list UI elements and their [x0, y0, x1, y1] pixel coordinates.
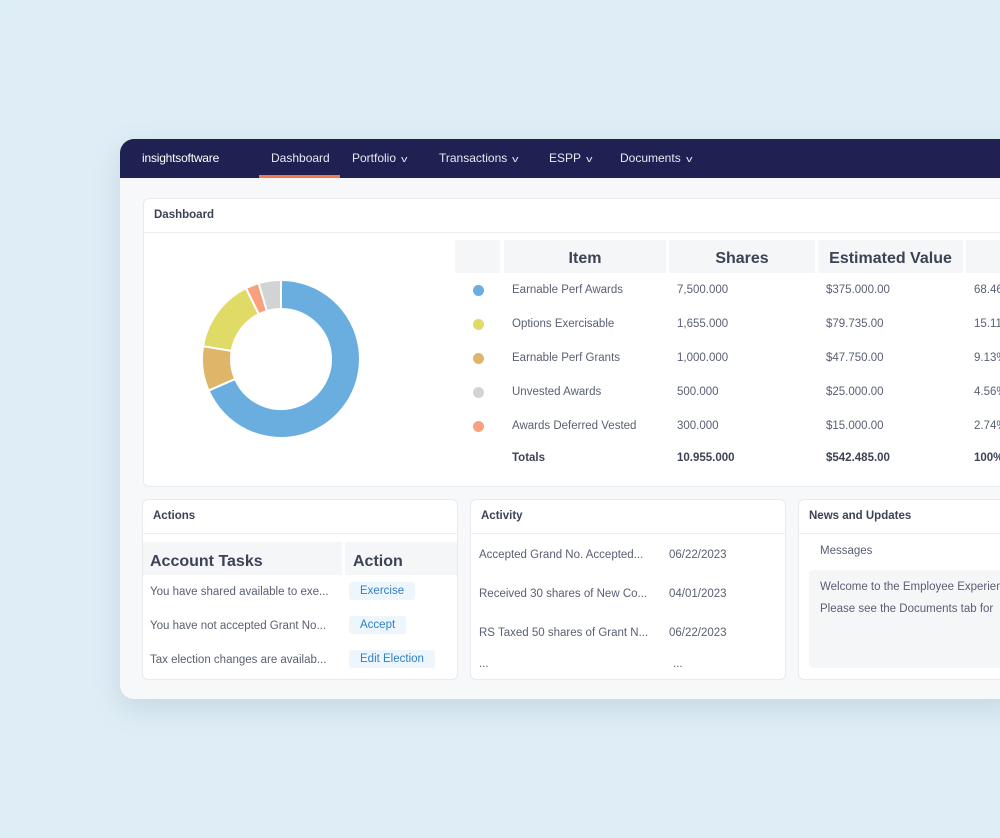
- messages-box: Welcome to the Employee Experience Pleas…: [809, 570, 1000, 668]
- donut-slice: [257, 278, 282, 313]
- top-nav: insightsoftware Dashboard Portfolio v Tra…: [120, 139, 1000, 178]
- row-value: $47.750.00: [826, 352, 884, 364]
- legend-dot: [473, 319, 484, 330]
- activity-text: RS Taxed 50 shares of Grant N...: [479, 627, 649, 639]
- legend-dot: [473, 353, 484, 364]
- row-pct: 9.13%: [974, 352, 1000, 364]
- card-title: Dashboard: [144, 199, 1000, 233]
- chevron-down-icon: v: [512, 154, 519, 164]
- totals-value: $542.485.00: [826, 452, 890, 464]
- nav-espp[interactable]: ESPP v: [549, 151, 593, 165]
- row-value: $79.735.00: [826, 318, 884, 330]
- chevron-down-icon: v: [401, 154, 408, 164]
- row-value: $25.000.00: [826, 386, 884, 398]
- totals-shares: 10.955.000: [677, 452, 735, 464]
- row-shares: 7,500.000: [677, 284, 729, 296]
- activity-date: 06/22/2023: [669, 627, 727, 639]
- row-pct: 4.56%: [974, 386, 1000, 398]
- message-line: Please see the Documents tab for: [820, 603, 994, 615]
- row-pct: 15.11%: [974, 318, 1000, 330]
- row-item: Options Exercisable: [512, 318, 615, 330]
- totals-label: Totals: [512, 452, 546, 464]
- row-shares: 1,000.000: [677, 352, 729, 364]
- activity-date: 04/01/2023: [669, 588, 727, 600]
- row-item: Earnable Perf Awards: [512, 284, 624, 296]
- legend-dot: [473, 285, 484, 296]
- card-title: Actions: [143, 500, 457, 534]
- actions-card: Actions Account Tasks Action You have sh…: [142, 499, 458, 680]
- donut-slice: [207, 278, 361, 439]
- row-value: $375.000.00: [826, 284, 890, 296]
- row-pct: 2.74%: [974, 420, 1000, 432]
- messages-tab[interactable]: Messages: [820, 545, 873, 557]
- nav-transactions[interactable]: Transactions v: [439, 151, 519, 165]
- activity-text: ...: [479, 658, 489, 670]
- col-header-dot: [455, 240, 500, 273]
- activity-card: Activity Accepted Grand No. Accepted... …: [470, 499, 786, 680]
- row-shares: 300.000: [677, 420, 719, 432]
- action-button[interactable]: Exercise: [349, 582, 416, 600]
- activity-date: 06/22/2023: [669, 549, 727, 561]
- card-title: News and Updates: [799, 500, 1000, 534]
- row-pct: 68.46%: [974, 284, 1000, 296]
- news-card: News and Updates Messages Welcome to the…: [798, 499, 1000, 680]
- totals-pct: 100%: [974, 452, 1000, 464]
- active-tab-indicator: [259, 175, 340, 178]
- row-item: Awards Deferred Vested: [512, 420, 637, 432]
- row-item: Unvested Awards: [512, 386, 602, 398]
- card-title: Activity: [471, 500, 785, 534]
- dashboard-card: Dashboard Item Shares Estimated Value Ea…: [143, 198, 1000, 487]
- col-header-item: Item: [504, 240, 666, 273]
- task-text: You have shared available to exe...: [150, 586, 329, 598]
- chevron-down-icon: v: [586, 154, 593, 164]
- row-shares: 500.000: [677, 386, 719, 398]
- activity-date: ...: [673, 658, 683, 670]
- message-line: Welcome to the Employee Experience: [820, 581, 1000, 593]
- legend-dot: [473, 387, 484, 398]
- task-text: Tax election changes are availab...: [150, 654, 327, 666]
- legend-dot: [473, 421, 484, 432]
- action-button[interactable]: Accept: [349, 616, 407, 634]
- donut-chart: [201, 278, 361, 439]
- app-window: insightsoftware Dashboard Portfolio v Tra…: [120, 139, 1000, 699]
- nav-dashboard[interactable]: Dashboard: [271, 151, 330, 165]
- col-header-tasks: Account Tasks: [143, 542, 342, 575]
- activity-text: Accepted Grand No. Accepted...: [479, 549, 644, 561]
- chevron-down-icon: v: [685, 154, 693, 164]
- logo: insightsoftware: [142, 151, 220, 165]
- activity-text: Received 30 shares of New Co...: [479, 588, 648, 600]
- nav-portfolio[interactable]: Portfolio v: [352, 151, 408, 165]
- col-header-shares: Shares: [669, 240, 815, 273]
- task-text: You have not accepted Grant No...: [150, 620, 327, 632]
- col-header-value: Estimated Value: [818, 240, 963, 273]
- row-shares: 1,655.000: [677, 318, 729, 330]
- row-item: Earnable Perf Grants: [512, 352, 621, 364]
- action-button[interactable]: Edit Election: [349, 650, 435, 668]
- col-header-pct: [966, 240, 1000, 273]
- row-value: $15.000.00: [826, 420, 884, 432]
- col-header-action: Action: [345, 542, 457, 575]
- nav-documents[interactable]: Documents v: [620, 151, 693, 165]
